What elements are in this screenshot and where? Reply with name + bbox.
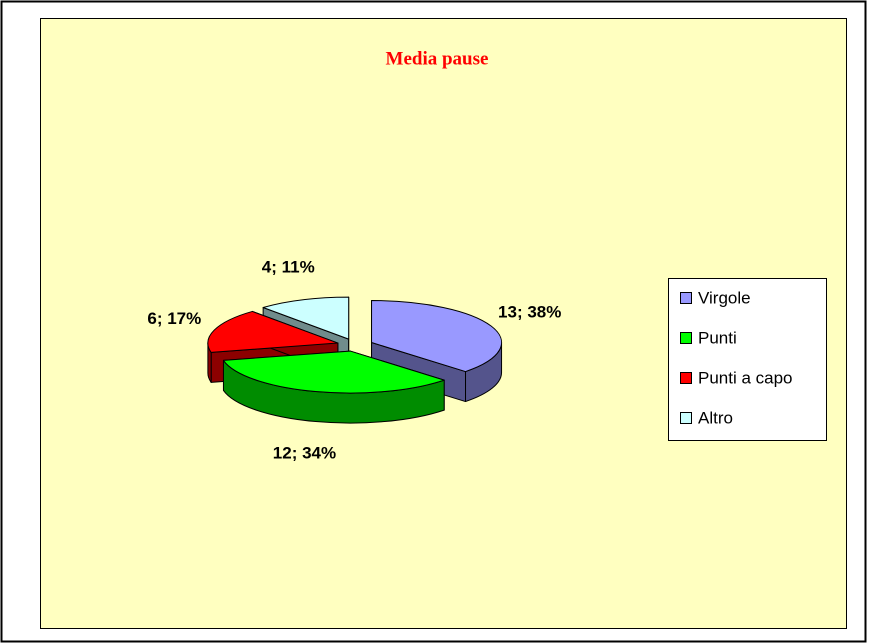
slice-top bbox=[371, 300, 502, 373]
legend-label: Punti bbox=[698, 328, 737, 347]
slice-top bbox=[207, 310, 339, 353]
legend-swatch bbox=[680, 412, 692, 424]
data-label: 12; 34% bbox=[273, 444, 336, 463]
legend-label: Virgole bbox=[698, 288, 751, 307]
data-label: 13; 38% bbox=[498, 302, 561, 321]
legend-swatch bbox=[680, 332, 692, 344]
legend-swatch bbox=[680, 292, 692, 304]
data-label: 4; 11% bbox=[262, 258, 315, 277]
pie-slice bbox=[222, 350, 445, 424]
slice-top bbox=[222, 350, 445, 394]
slice-top bbox=[262, 296, 350, 340]
legend bbox=[668, 278, 827, 441]
legend-label: Punti a capo bbox=[698, 368, 793, 387]
chart-title: Media pause bbox=[386, 48, 489, 69]
data-label: 6; 17% bbox=[147, 309, 201, 328]
legend-label: Altro bbox=[698, 408, 733, 427]
legend-swatch bbox=[680, 372, 692, 384]
